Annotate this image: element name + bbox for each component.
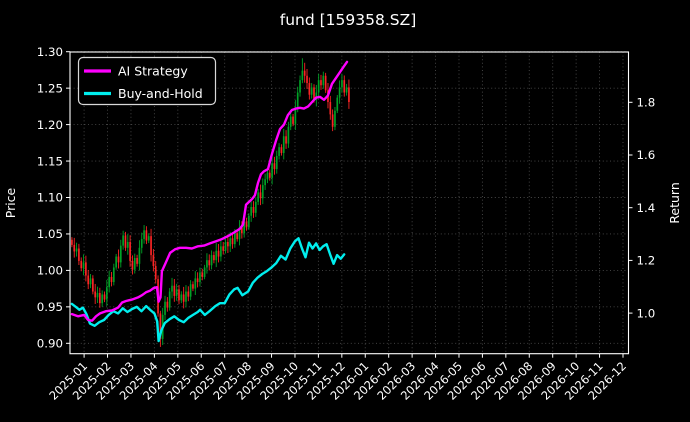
return-tick-label: 1.0 bbox=[637, 306, 656, 320]
legend-label-buy-and-hold: Buy-and-Hold bbox=[118, 86, 203, 101]
ai-strategy-line bbox=[70, 60, 349, 322]
buy-and-hold-line bbox=[70, 237, 346, 343]
price-tick-label: 1.30 bbox=[37, 45, 63, 59]
plot-border bbox=[69, 51, 630, 355]
return-tick-label: 1.4 bbox=[637, 201, 656, 215]
price-tick-label: 1.15 bbox=[37, 154, 63, 168]
legend: AI Strategy Buy-and-Hold bbox=[77, 56, 217, 106]
candlestick-series bbox=[71, 58, 350, 347]
bh-path bbox=[70, 237, 346, 343]
price-tick-label: 1.00 bbox=[37, 264, 63, 278]
legend-label-ai-strategy: AI Strategy bbox=[118, 64, 188, 79]
return-tick-label: 1.2 bbox=[637, 254, 656, 268]
return-tick-label: 1.8 bbox=[637, 96, 656, 110]
price-axis-label: Price bbox=[3, 187, 18, 218]
return-axis-label: Return bbox=[667, 182, 682, 223]
price-tick-label: 0.90 bbox=[37, 337, 63, 351]
price-tick-label: 1.10 bbox=[37, 191, 63, 205]
price-tick-label: 1.20 bbox=[37, 118, 63, 132]
chart-title: fund [159358.SZ] bbox=[280, 11, 417, 29]
return-tick-label: 1.6 bbox=[637, 148, 656, 162]
legend-box bbox=[77, 56, 217, 106]
price-tick-label: 0.95 bbox=[37, 300, 63, 314]
ai-path bbox=[70, 60, 349, 322]
price-tick-label: 1.25 bbox=[37, 81, 63, 95]
price-tick-label: 1.05 bbox=[37, 227, 63, 241]
